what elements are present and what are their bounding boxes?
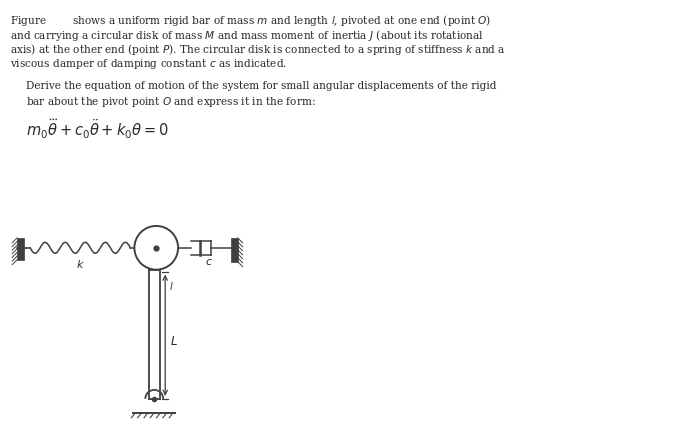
Bar	[231, 238, 238, 262]
Bar	[17, 238, 24, 260]
Circle shape	[134, 226, 178, 270]
Text: and carrying a circular disk of mass $M$ and mass moment of inertia $J$ (about i: and carrying a circular disk of mass $M$…	[10, 28, 484, 43]
Text: $m_0\dddot{\theta} + c_0\ddot{\theta} + k_0\theta = 0$: $m_0\dddot{\theta} + c_0\ddot{\theta} + …	[26, 118, 169, 141]
Text: Figure        shows a uniform rigid bar of mass $m$ and length $l$, pivoted at o: Figure shows a uniform rigid bar of mass…	[10, 13, 491, 28]
Text: axis) at the other end (point $P$). The circular disk is connected to a spring o: axis) at the other end (point $P$). The …	[10, 42, 506, 57]
Text: $L$: $L$	[170, 335, 178, 348]
Text: $k$: $k$	[76, 258, 85, 270]
Text: $c$: $c$	[205, 257, 213, 267]
Text: viscous damper of damping constant $c$ as indicated.: viscous damper of damping constant $c$ a…	[10, 57, 287, 71]
Text: bar about the pivot point $O$ and express it in the form:: bar about the pivot point $O$ and expres…	[26, 95, 316, 109]
Text: $l$: $l$	[169, 280, 174, 291]
Text: Derive the equation of motion of the system for small angular displacements of t: Derive the equation of motion of the sys…	[26, 81, 496, 91]
